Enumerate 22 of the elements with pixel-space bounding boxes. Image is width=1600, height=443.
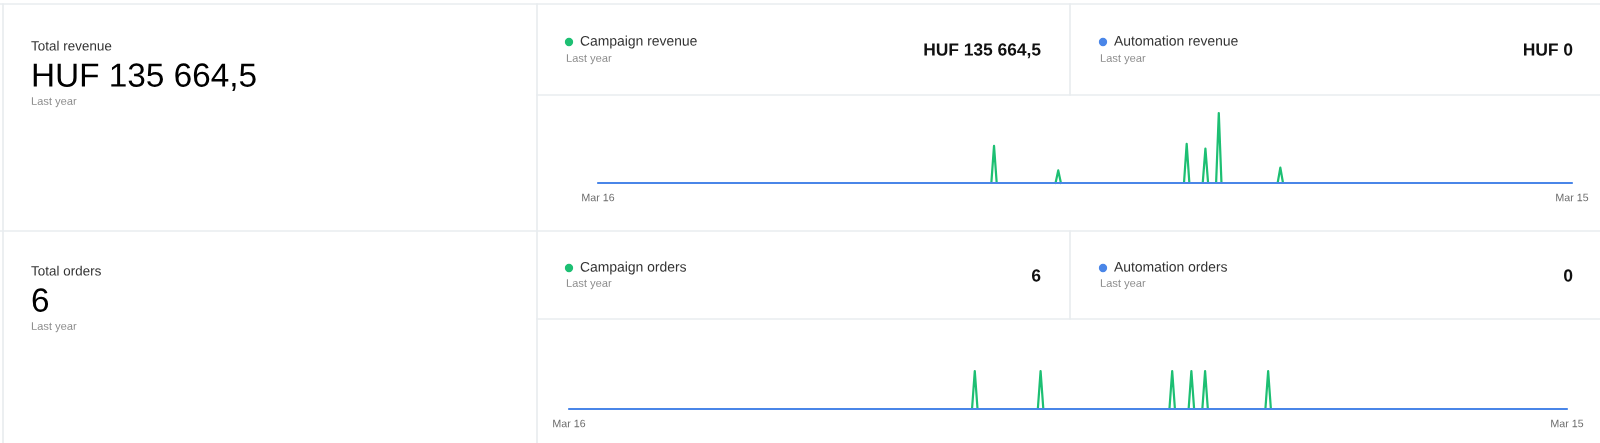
x-tick-label: Mar 15 — [1551, 419, 1584, 428]
text: Total revenue — [31, 40, 112, 51]
text: HUF 135 664,5 — [33, 63, 256, 91]
text: Last year — [31, 322, 77, 333]
legend-label: Campaign orders — [580, 261, 687, 275]
legend-label: Automation revenue — [1114, 35, 1238, 46]
text: Total orders — [31, 265, 101, 276]
text: Last year — [1100, 279, 1146, 290]
x-tick-label: Mar 15 — [1556, 193, 1589, 202]
text: Last year — [566, 54, 612, 65]
legend-label: Automation orders — [1114, 261, 1227, 272]
text: Last year — [566, 279, 612, 290]
legend-label: Campaign revenue — [580, 35, 697, 49]
text: 6 — [1031, 269, 1041, 282]
x-tick-label: Mar 16 — [553, 419, 586, 428]
text: Last year — [1100, 54, 1146, 65]
text: 6 — [32, 288, 49, 312]
text: HUF 135 664,5 — [924, 43, 1041, 59]
text: HUF 0 — [1524, 43, 1573, 56]
x-tick-label: Mar 16 — [582, 193, 615, 202]
text: Last year — [31, 97, 77, 108]
text: 0 — [1564, 269, 1573, 282]
